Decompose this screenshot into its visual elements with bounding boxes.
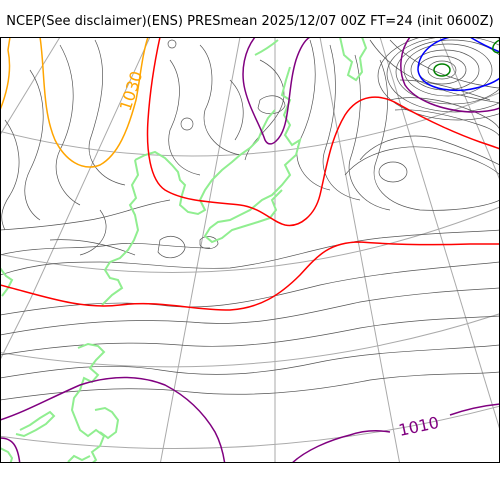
contour-1010-d	[242, 37, 311, 145]
contour-label-1030: 1030	[116, 69, 147, 114]
low-pressure-rings	[377, 37, 500, 121]
contour-990	[433, 63, 451, 77]
contour-1030	[0, 37, 149, 168]
contour-label-1010: 1010	[397, 413, 441, 440]
contour-1010-b	[291, 403, 500, 463]
contour-1010-c	[0, 437, 21, 463]
contour-1020	[0, 241, 500, 311]
chart-title: NCEP(See disclaimer)(ENS) PRESmean 2025/…	[6, 14, 494, 29]
contour-1020-b	[146, 37, 500, 227]
contour-990-b	[492, 39, 500, 54]
contour-1010-e	[400, 37, 500, 113]
coastline	[0, 37, 368, 463]
isobars	[0, 39, 500, 401]
graticule	[0, 37, 500, 463]
pressure-map: 1030 1010	[0, 37, 500, 463]
contour-1010	[0, 376, 226, 463]
contour-1000	[417, 37, 500, 92]
